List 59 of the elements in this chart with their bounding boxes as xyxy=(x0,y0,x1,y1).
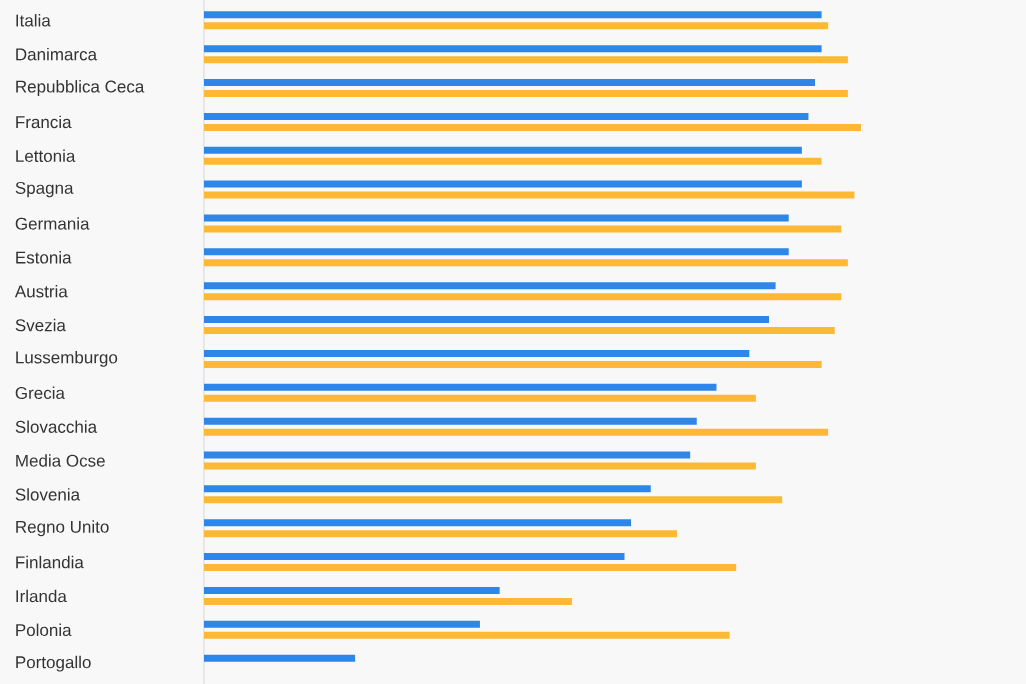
bar xyxy=(204,248,789,256)
bar xyxy=(204,45,822,53)
y-tick-label: Lettonia xyxy=(16,149,76,163)
y-tick-label: Germania xyxy=(15,217,90,230)
bar xyxy=(204,383,717,391)
bar xyxy=(204,79,816,87)
bar xyxy=(204,225,842,233)
bar xyxy=(204,327,835,335)
y-tick-label: Estonia xyxy=(16,251,72,264)
bar xyxy=(204,519,632,527)
y-tick-label: Portogallo xyxy=(16,655,91,672)
y-tick-label: Irlanda xyxy=(16,589,67,603)
bar xyxy=(204,157,822,165)
bar xyxy=(204,451,691,459)
bar xyxy=(204,56,848,64)
bar xyxy=(204,90,848,98)
bar xyxy=(204,282,776,290)
y-tick-label: Slovacchia xyxy=(15,420,98,433)
y-tick-label: Italia xyxy=(16,14,51,27)
bar xyxy=(204,123,861,131)
bar xyxy=(204,620,480,628)
y-tick-label: Danimarca xyxy=(16,47,98,61)
y-tick-label: Spagna xyxy=(15,181,74,198)
y-tick-label: Finlandia xyxy=(16,555,84,569)
bar xyxy=(204,462,756,470)
y-tick-label: Repubblica Ceca xyxy=(16,80,145,96)
bar xyxy=(204,417,697,425)
y-tick-label: Francia xyxy=(16,115,72,129)
y-tick-label: Polonia xyxy=(16,623,72,637)
bar xyxy=(204,360,822,368)
y-tick-label: Regno Unito xyxy=(16,520,109,537)
bar xyxy=(204,112,809,120)
bar xyxy=(204,180,802,188)
y-tick-label: Lussemburgo xyxy=(16,351,118,367)
bar xyxy=(204,631,730,639)
y-tick-label: Svezia xyxy=(15,318,66,332)
bar xyxy=(204,654,356,662)
bar xyxy=(204,564,737,572)
bar xyxy=(204,259,848,267)
bar xyxy=(204,349,750,357)
bar xyxy=(204,394,756,402)
bar xyxy=(204,553,625,561)
bar xyxy=(204,485,651,493)
bar xyxy=(204,496,783,504)
y-tick-label: Media Ocse xyxy=(16,454,105,467)
bar xyxy=(204,316,770,324)
bar xyxy=(204,11,822,19)
y-tick-label: Austria xyxy=(14,284,68,298)
y-tick-label: Grecia xyxy=(15,386,65,400)
y-tick-label: Slovenia xyxy=(15,488,81,501)
bar xyxy=(204,146,802,154)
bar xyxy=(204,428,829,436)
bar xyxy=(204,293,842,301)
bar xyxy=(204,530,678,538)
bar xyxy=(204,597,572,605)
bar xyxy=(204,586,500,594)
bar xyxy=(204,214,789,222)
bar xyxy=(204,22,829,30)
bar xyxy=(204,191,855,199)
